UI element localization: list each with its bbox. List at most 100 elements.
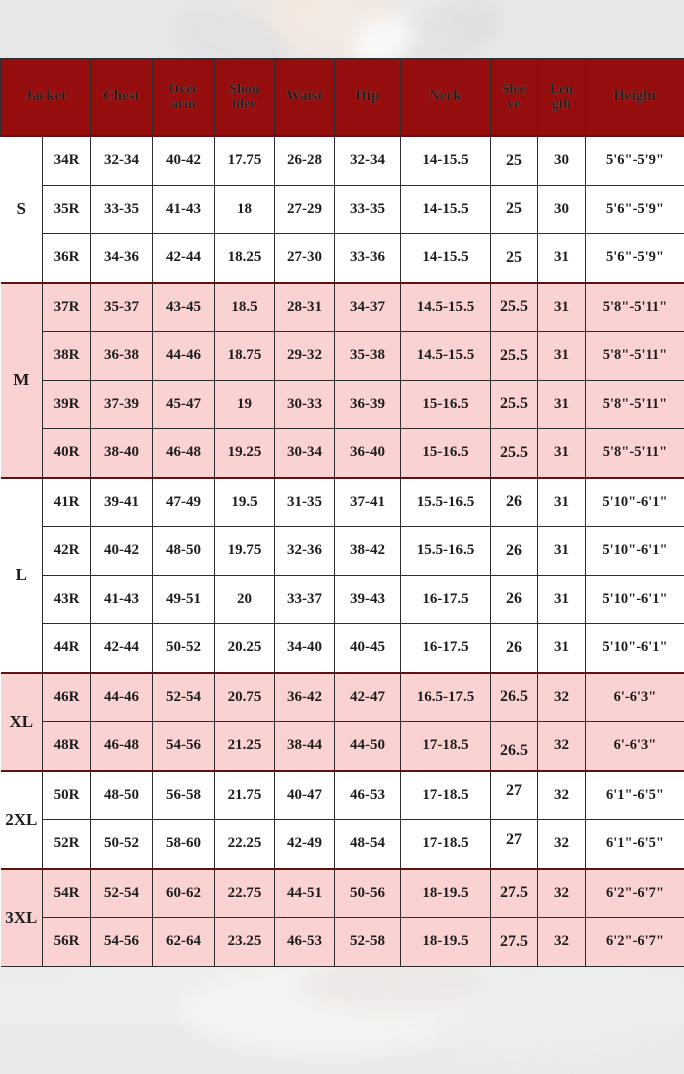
- cell-height: 5'6"-5'9": [586, 185, 684, 234]
- cell-length: 32: [538, 820, 586, 869]
- cell-waist: 28-31: [275, 283, 335, 332]
- column-header-chest: Chest: [91, 59, 153, 137]
- cell-shoulder: 18.75: [215, 332, 275, 381]
- cell-hip: 36-39: [335, 380, 401, 429]
- cell-shoulder: 20.75: [215, 673, 275, 722]
- cell-neck: 16.5-17.5: [401, 673, 491, 722]
- cell-chest: 37-39: [91, 380, 153, 429]
- cell-jacket: 39R: [43, 380, 91, 429]
- cell-overarm: 50-52: [153, 624, 215, 673]
- cell-waist: 27-29: [275, 185, 335, 234]
- cell-overarm: 54-56: [153, 722, 215, 771]
- size-label-m: M: [1, 283, 43, 478]
- cell-shoulder: 22.25: [215, 820, 275, 869]
- cell-height: 5'6"-5'9": [586, 234, 684, 283]
- cell-waist: 31-35: [275, 478, 335, 527]
- cell-hip: 42-47: [335, 673, 401, 722]
- size-label-2xl: 2XL: [1, 771, 43, 869]
- cell-chest: 33-35: [91, 185, 153, 234]
- column-header-line: arm: [171, 96, 196, 111]
- cell-waist: 30-33: [275, 380, 335, 429]
- cell-sleeve-value: 26: [506, 493, 522, 510]
- column-header-line: Hip: [356, 88, 380, 104]
- cell-sleeve: 26.5: [491, 673, 538, 722]
- cell-jacket: 42R: [43, 527, 91, 576]
- cell-chest: 50-52: [91, 820, 153, 869]
- cell-waist: 26-28: [275, 136, 335, 185]
- cell-chest: 54-56: [91, 918, 153, 967]
- cell-height: 5'8"-5'11": [586, 429, 684, 478]
- cell-sleeve-value: 25.5: [500, 298, 528, 315]
- cell-overarm: 62-64: [153, 918, 215, 967]
- cell-neck: 14.5-15.5: [401, 332, 491, 381]
- cell-height: 6'-6'3": [586, 722, 684, 771]
- cell-length: 31: [538, 380, 586, 429]
- cell-shoulder: 21.25: [215, 722, 275, 771]
- cell-jacket: 52R: [43, 820, 91, 869]
- cell-chest: 38-40: [91, 429, 153, 478]
- cell-length: 32: [538, 673, 586, 722]
- cell-sleeve-value: 26.5: [500, 688, 528, 705]
- cell-overarm: 43-45: [153, 283, 215, 332]
- cell-sleeve: 27.5: [491, 869, 538, 918]
- cell-chest: 48-50: [91, 771, 153, 820]
- cell-shoulder: 17.75: [215, 136, 275, 185]
- size-label-xl: XL: [1, 673, 43, 771]
- cell-sleeve-value: 27: [506, 831, 522, 849]
- cell-height: 6'2"-6'7": [586, 869, 684, 918]
- column-header-waist: Waist: [275, 59, 335, 137]
- cell-waist: 34-40: [275, 624, 335, 673]
- cell-hip: 33-36: [335, 234, 401, 283]
- cell-sleeve: 25: [491, 185, 538, 234]
- cell-sleeve-value: 27.5: [500, 933, 528, 950]
- cell-waist: 42-49: [275, 820, 335, 869]
- cell-shoulder: 18.5: [215, 283, 275, 332]
- column-header-height: Height: [586, 59, 684, 137]
- cell-neck: 17-18.5: [401, 722, 491, 771]
- cell-sleeve: 25: [491, 136, 538, 185]
- cell-shoulder: 20: [215, 575, 275, 624]
- cell-height: 5'6"-5'9": [586, 136, 684, 185]
- column-header-line: Over: [168, 81, 198, 96]
- cell-hip: 39-43: [335, 575, 401, 624]
- cell-jacket: 34R: [43, 136, 91, 185]
- cell-length: 31: [538, 429, 586, 478]
- cell-overarm: 56-58: [153, 771, 215, 820]
- cell-hip: 48-54: [335, 820, 401, 869]
- cell-jacket: 50R: [43, 771, 91, 820]
- cell-chest: 36-38: [91, 332, 153, 381]
- column-header-line: Len: [550, 81, 573, 96]
- cell-length: 30: [538, 136, 586, 185]
- cell-hip: 34-37: [335, 283, 401, 332]
- cell-height: 5'10"-6'1": [586, 624, 684, 673]
- cell-length: 31: [538, 478, 586, 527]
- cell-overarm: 49-51: [153, 575, 215, 624]
- cell-neck: 15-16.5: [401, 380, 491, 429]
- column-header-line: Slee: [502, 81, 526, 96]
- cell-jacket: 43R: [43, 575, 91, 624]
- cell-sleeve-value: 25: [506, 249, 522, 266]
- background-lower-shape-c: [300, 960, 480, 1010]
- cell-sleeve-value: 27.5: [500, 884, 528, 901]
- cell-length: 30: [538, 185, 586, 234]
- cell-chest: 39-41: [91, 478, 153, 527]
- cell-sleeve: 25.5: [491, 429, 538, 478]
- cell-height: 5'8"-5'11": [586, 380, 684, 429]
- cell-waist: 40-47: [275, 771, 335, 820]
- cell-hip: 35-38: [335, 332, 401, 381]
- cell-neck: 17-18.5: [401, 820, 491, 869]
